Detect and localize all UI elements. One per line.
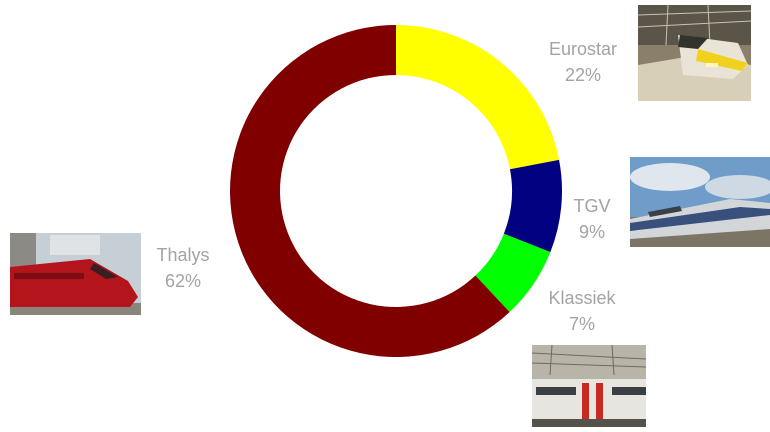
label-eurostar-name: Eurostar (548, 39, 618, 59)
donut-slice-thalys (229, 25, 510, 357)
label-klassiek-name: Klassiek (548, 288, 616, 308)
donut-slice-eurostar (396, 25, 560, 170)
label-thalys: Thalys 62% (144, 242, 222, 294)
thalys-train-photo (10, 233, 141, 315)
label-thalys-percent: 62% (164, 271, 202, 291)
eurostar-train-photo (638, 5, 751, 101)
label-eurostar-percent: 22% (564, 65, 602, 85)
klassiek-train-photo (532, 345, 646, 427)
label-tgv-name: TGV (573, 196, 611, 216)
donut-slice-tgv (503, 159, 562, 253)
label-eurostar: Eurostar 22% (538, 36, 628, 88)
donut-slice-klassiek (475, 233, 551, 313)
label-thalys-name: Thalys (156, 245, 210, 265)
label-klassiek: Klassiek 7% (536, 285, 628, 337)
label-tgv-percent: 9% (578, 222, 605, 242)
label-tgv: TGV 9% (562, 193, 622, 245)
tgv-train-photo (630, 157, 770, 247)
label-klassiek-percent: 7% (568, 314, 595, 334)
